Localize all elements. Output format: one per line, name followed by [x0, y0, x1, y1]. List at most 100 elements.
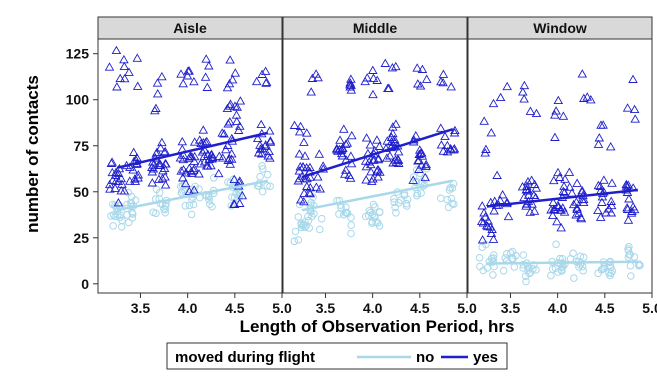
point-yes [519, 192, 529, 202]
point-yes [503, 211, 514, 221]
point-yes [576, 212, 586, 222]
point-yes [606, 196, 616, 205]
point-yes [341, 139, 351, 148]
point-yes [486, 228, 497, 238]
point-yes [577, 69, 588, 78]
point-yes [413, 79, 423, 88]
point-yes [412, 63, 422, 72]
point-yes [442, 140, 453, 150]
point-yes [178, 150, 189, 159]
point-yes [260, 66, 271, 75]
point-yes [225, 117, 235, 126]
point-no [608, 267, 617, 275]
point-yes [339, 124, 349, 133]
point-yes [366, 166, 376, 176]
point-yes [549, 204, 559, 213]
point-yes [178, 154, 189, 164]
point-yes [184, 186, 195, 196]
point-no [179, 187, 187, 195]
point-yes [593, 180, 604, 190]
point-yes [307, 73, 318, 82]
point-yes [597, 197, 607, 206]
point-yes [158, 165, 168, 175]
point-yes [256, 119, 266, 129]
point-yes [251, 76, 262, 86]
point-yes [564, 167, 575, 176]
point-yes [623, 180, 634, 189]
point-no [305, 224, 314, 232]
point-yes [577, 194, 587, 204]
point-yes [408, 175, 418, 184]
point-yes [579, 93, 589, 102]
point-yes [313, 172, 323, 181]
point-yes [181, 167, 191, 177]
point-yes [480, 148, 490, 157]
point-yes [133, 170, 144, 179]
point-yes [489, 206, 499, 215]
point-no [412, 178, 420, 187]
point-yes [154, 174, 164, 183]
point-yes [373, 172, 383, 181]
point-yes [252, 133, 263, 143]
point-yes [388, 128, 398, 138]
point-yes [571, 210, 581, 219]
point-yes [119, 186, 130, 195]
point-yes [199, 151, 210, 160]
point-yes [155, 143, 166, 152]
point-yes [237, 190, 248, 200]
point-no [444, 203, 453, 212]
point-yes [107, 157, 117, 166]
point-yes [411, 130, 421, 140]
point-yes [593, 205, 603, 215]
point-yes [201, 54, 211, 63]
point-no [416, 169, 425, 178]
point-yes [421, 161, 431, 171]
point-no [316, 225, 324, 234]
point-no [519, 251, 528, 259]
point-no [490, 251, 498, 259]
point-yes [523, 176, 533, 186]
point-yes [415, 145, 425, 154]
point-yes [176, 69, 186, 78]
point-yes [213, 168, 224, 178]
point-yes [604, 204, 614, 213]
point-no [579, 266, 588, 275]
point-yes [572, 178, 582, 187]
point-no [547, 271, 555, 280]
point-yes [445, 143, 456, 153]
point-yes [111, 176, 121, 185]
point-yes [152, 147, 162, 156]
point-no [552, 240, 560, 249]
point-yes [302, 173, 312, 183]
point-yes [178, 78, 188, 88]
point-yes [449, 128, 460, 137]
point-no [525, 264, 533, 272]
point-yes [152, 88, 163, 98]
point-yes [364, 157, 374, 166]
point-yes [552, 216, 562, 226]
point-no [370, 212, 379, 220]
point-yes [340, 169, 350, 178]
point-yes [582, 92, 593, 101]
point-no [522, 277, 530, 286]
point-no [499, 266, 508, 275]
point-yes [373, 153, 384, 163]
point-no [263, 170, 272, 179]
point-yes [361, 161, 372, 171]
point-no [449, 179, 458, 188]
point-yes [342, 138, 353, 147]
legend-yes-label: yes [473, 349, 498, 366]
point-yes [232, 116, 242, 126]
point-yes [529, 190, 539, 199]
point-yes [189, 163, 200, 173]
point-yes [202, 82, 213, 91]
point-yes [128, 147, 139, 156]
point-yes [152, 78, 163, 87]
point-yes [527, 199, 537, 208]
point-yes [550, 110, 560, 119]
point-no [529, 265, 537, 273]
point-yes [335, 135, 345, 144]
point-yes [294, 173, 305, 183]
point-yes [477, 235, 488, 244]
point-yes [436, 76, 446, 86]
